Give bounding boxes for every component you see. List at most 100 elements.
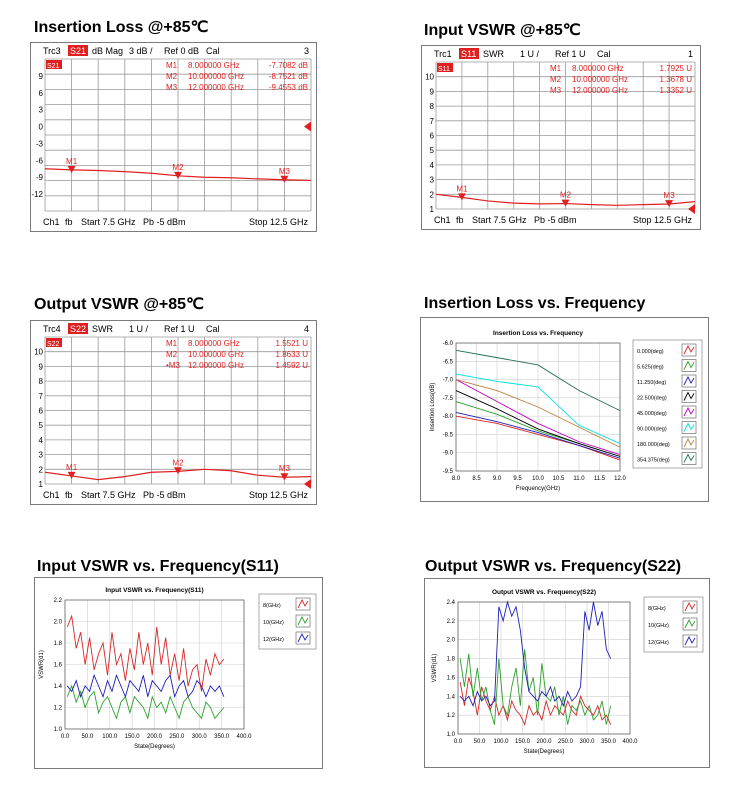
- y-tick-label: -12: [31, 190, 43, 199]
- plot-area-frame: [64, 599, 245, 730]
- y-tick-label: 4: [39, 436, 44, 445]
- legend-swatch-frame: [682, 634, 698, 648]
- format-label: dB Mag: [92, 46, 123, 56]
- marker-label: M3: [664, 191, 676, 200]
- x-tick-label: 400.0: [236, 734, 252, 740]
- title-input-vswr-85: Input VSWR @+85℃: [424, 22, 581, 39]
- marker-triangle-icon: [561, 199, 570, 207]
- reference-marker-icon: [304, 479, 311, 489]
- reference-marker-icon: [688, 204, 695, 214]
- x-axis-label: State(Degrees): [134, 744, 175, 750]
- y-tick-label: 3: [39, 451, 44, 460]
- reference-marker-icon: [304, 121, 311, 132]
- marker-triangle-icon: [280, 473, 289, 481]
- param-badge-bg: [68, 45, 88, 56]
- param-badge-bg: [68, 323, 88, 334]
- marker-name: M3: [166, 83, 178, 92]
- series-line: [455, 349, 621, 412]
- x-tick-label: 250.0: [169, 734, 185, 740]
- y-tick-label: 1.6: [447, 675, 456, 681]
- y-tick-label: 9: [430, 87, 435, 96]
- x-tick-label: 150.0: [125, 734, 141, 740]
- legend-swatch-icon: [683, 422, 695, 432]
- y-tick-label: 5: [430, 146, 435, 155]
- y-tick-label: 8: [430, 102, 435, 111]
- marker-label: M3: [279, 167, 291, 176]
- y-axis-label: Insertion Loss(dB): [430, 383, 436, 432]
- power-level: Pb -5 dBm: [534, 215, 577, 225]
- marker-value: 1.4592 U: [276, 361, 309, 370]
- param-badge-label: S22: [70, 324, 86, 334]
- legend-swatch-icon: [684, 601, 696, 612]
- power-level: Pb -5 dBm: [143, 490, 186, 500]
- legend-swatch-frame: [682, 600, 698, 614]
- plot-area-frame: [455, 342, 621, 472]
- y-tick-label: 1.2: [54, 706, 63, 712]
- marker-triangle-icon: [280, 175, 289, 183]
- ref-label: Ref 1 U: [555, 49, 586, 59]
- y-tick-label: 9: [39, 72, 44, 81]
- y-tick-label: 6: [39, 407, 44, 416]
- x-tick-label: 200.0: [147, 734, 163, 740]
- x-tick-label: 350.0: [601, 739, 617, 745]
- marker-triangle-icon: [665, 200, 674, 208]
- marker-name: M1: [166, 61, 178, 70]
- marker-value: 1.3352 U: [660, 86, 693, 95]
- marker-triangle-icon: [67, 165, 76, 173]
- x-tick-label: 250.0: [558, 739, 574, 745]
- trace-tag-bg: [46, 60, 62, 69]
- y-tick-label: 1: [39, 480, 44, 489]
- plot-chart-input-vswr: Input VSWR vs. Frequency(S11) 0.0 50.0 100.…: [39, 587, 317, 750]
- cal-label: Cal: [206, 46, 220, 56]
- plot-chart-output-vswr: Output VSWR vs. Frequency(S22) 0.0 50.0 100…: [432, 589, 704, 755]
- trace-label: Trc3: [43, 46, 61, 56]
- legend-entry-label: 10(GHz): [648, 623, 669, 629]
- series-line: [66, 673, 225, 699]
- vna-chart-input-vswr: Trc1 S11 SWR 1 U / Ref 1 U Cal 1 10 9 8 7 6 5 4 3 2 1 S11…: [425, 48, 696, 225]
- marker-name: •M3: [166, 361, 180, 370]
- x-tick-label: 11.0: [573, 476, 585, 482]
- series-line: [455, 379, 621, 448]
- trace-tag-bg: [437, 63, 453, 72]
- marker-frequency: 12.000000 GHz: [572, 86, 628, 95]
- marker-label: M1: [66, 157, 78, 166]
- y-tick-label: -6.0: [443, 341, 454, 347]
- y-tick-label: 10: [425, 73, 434, 82]
- legend-swatch-frame: [681, 343, 697, 357]
- trace-number: 4: [304, 324, 309, 334]
- y-tick-label: 2.4: [447, 600, 456, 606]
- x-tick-label: 50.0: [474, 739, 486, 745]
- y-tick-label: -8.5: [443, 432, 454, 438]
- legend-swatch-frame: [681, 359, 697, 372]
- marker-name: M1: [550, 64, 562, 73]
- y-tick-label: 1.6: [54, 663, 63, 669]
- marker-frequency: 8.000000 GHz: [572, 64, 624, 73]
- x-tick-label: 12.0: [614, 476, 626, 482]
- legend-swatch-icon: [297, 598, 309, 609]
- scale-label: 3 dB /: [129, 46, 153, 56]
- x-tick-label: 300.0: [579, 739, 595, 745]
- marker-triangle-icon: [457, 193, 466, 201]
- y-tick-label: -9.0: [443, 451, 454, 457]
- stop-frequency: Stop 12.5 GHz: [249, 490, 309, 500]
- y-tick-label: 9: [39, 362, 44, 371]
- x-tick-label: 0.0: [61, 734, 70, 740]
- vna-panel-insertion-loss: Trc3 S21 dB Mag 3 dB / Ref 0 dB Cal 3 9 6 3 0 -3 -6 -…: [30, 42, 317, 232]
- y-tick-label: 7: [39, 392, 44, 401]
- legend-entry-label: 12(GHz): [648, 640, 669, 646]
- marker-frequency: 12.000000 GHz: [188, 361, 244, 370]
- marker-frequency: 8.000000 GHz: [188, 339, 240, 348]
- y-tick-label: -8.0: [443, 414, 454, 420]
- x-tick-label: 300.0: [192, 734, 208, 740]
- legend-swatch-icon: [297, 632, 309, 643]
- x-tick-label: 50.0: [82, 734, 94, 740]
- y-tick-label: 3: [430, 176, 435, 185]
- legend-swatch-frame: [295, 631, 311, 645]
- marker-label: M1: [66, 463, 78, 472]
- x-axis-label: State(Degrees): [524, 749, 565, 755]
- legend-swatch-frame: [681, 405, 697, 419]
- legend-swatch-frame: [681, 421, 697, 434]
- y-tick-label: -9.5: [443, 469, 454, 475]
- y-tick-label: 5: [39, 421, 44, 430]
- cal-label: Cal: [597, 49, 611, 59]
